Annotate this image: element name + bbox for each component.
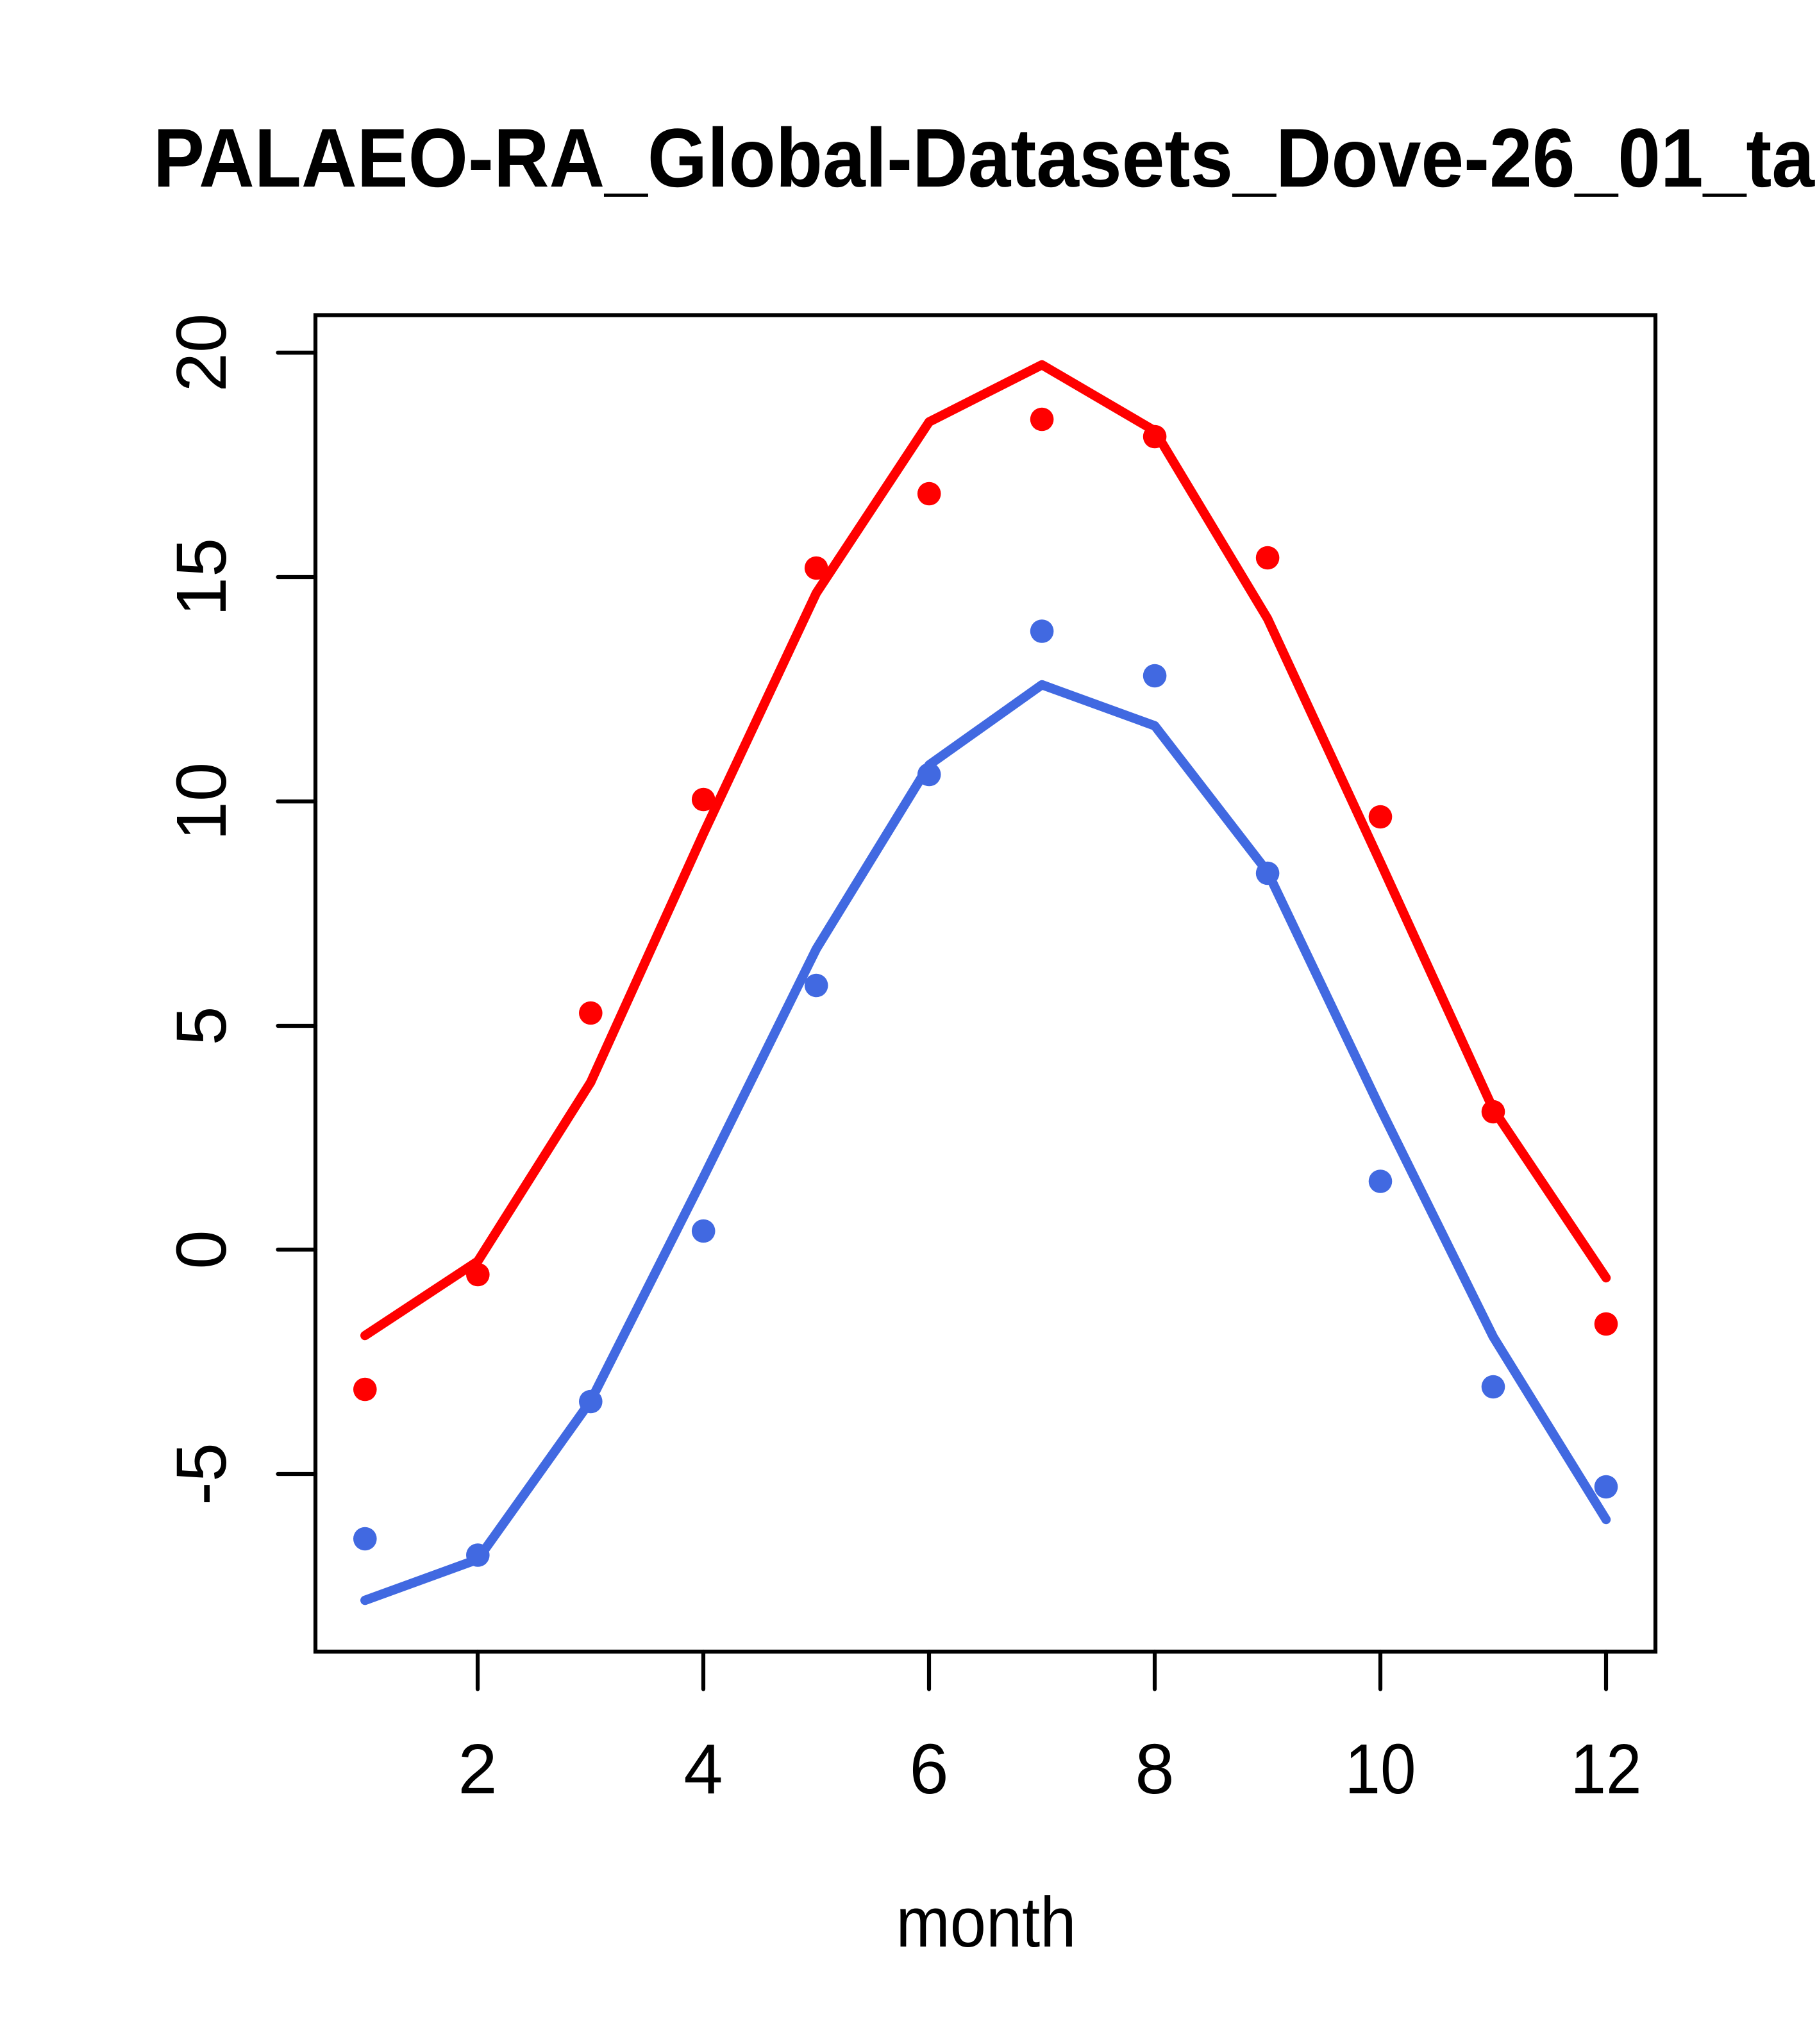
svg-text:15: 15 [162, 538, 241, 616]
svg-text:-5: -5 [162, 1443, 241, 1505]
svg-text:2: 2 [458, 1730, 497, 1809]
svg-text:5: 5 [162, 1006, 241, 1045]
svg-text:4: 4 [683, 1730, 723, 1809]
svg-text:10: 10 [1345, 1730, 1416, 1809]
svg-text:8: 8 [1135, 1730, 1174, 1809]
svg-text:10: 10 [162, 762, 241, 841]
svg-text:PALAEO-RA_Global-Datasets_Dove: PALAEO-RA_Global-Datasets_Dove-26_01_ta [153, 111, 1816, 205]
svg-text:6: 6 [909, 1730, 948, 1809]
svg-text:20: 20 [162, 314, 241, 392]
svg-text:12: 12 [1571, 1730, 1642, 1809]
svg-text:month: month [896, 1883, 1076, 1962]
svg-text:0: 0 [162, 1230, 241, 1269]
